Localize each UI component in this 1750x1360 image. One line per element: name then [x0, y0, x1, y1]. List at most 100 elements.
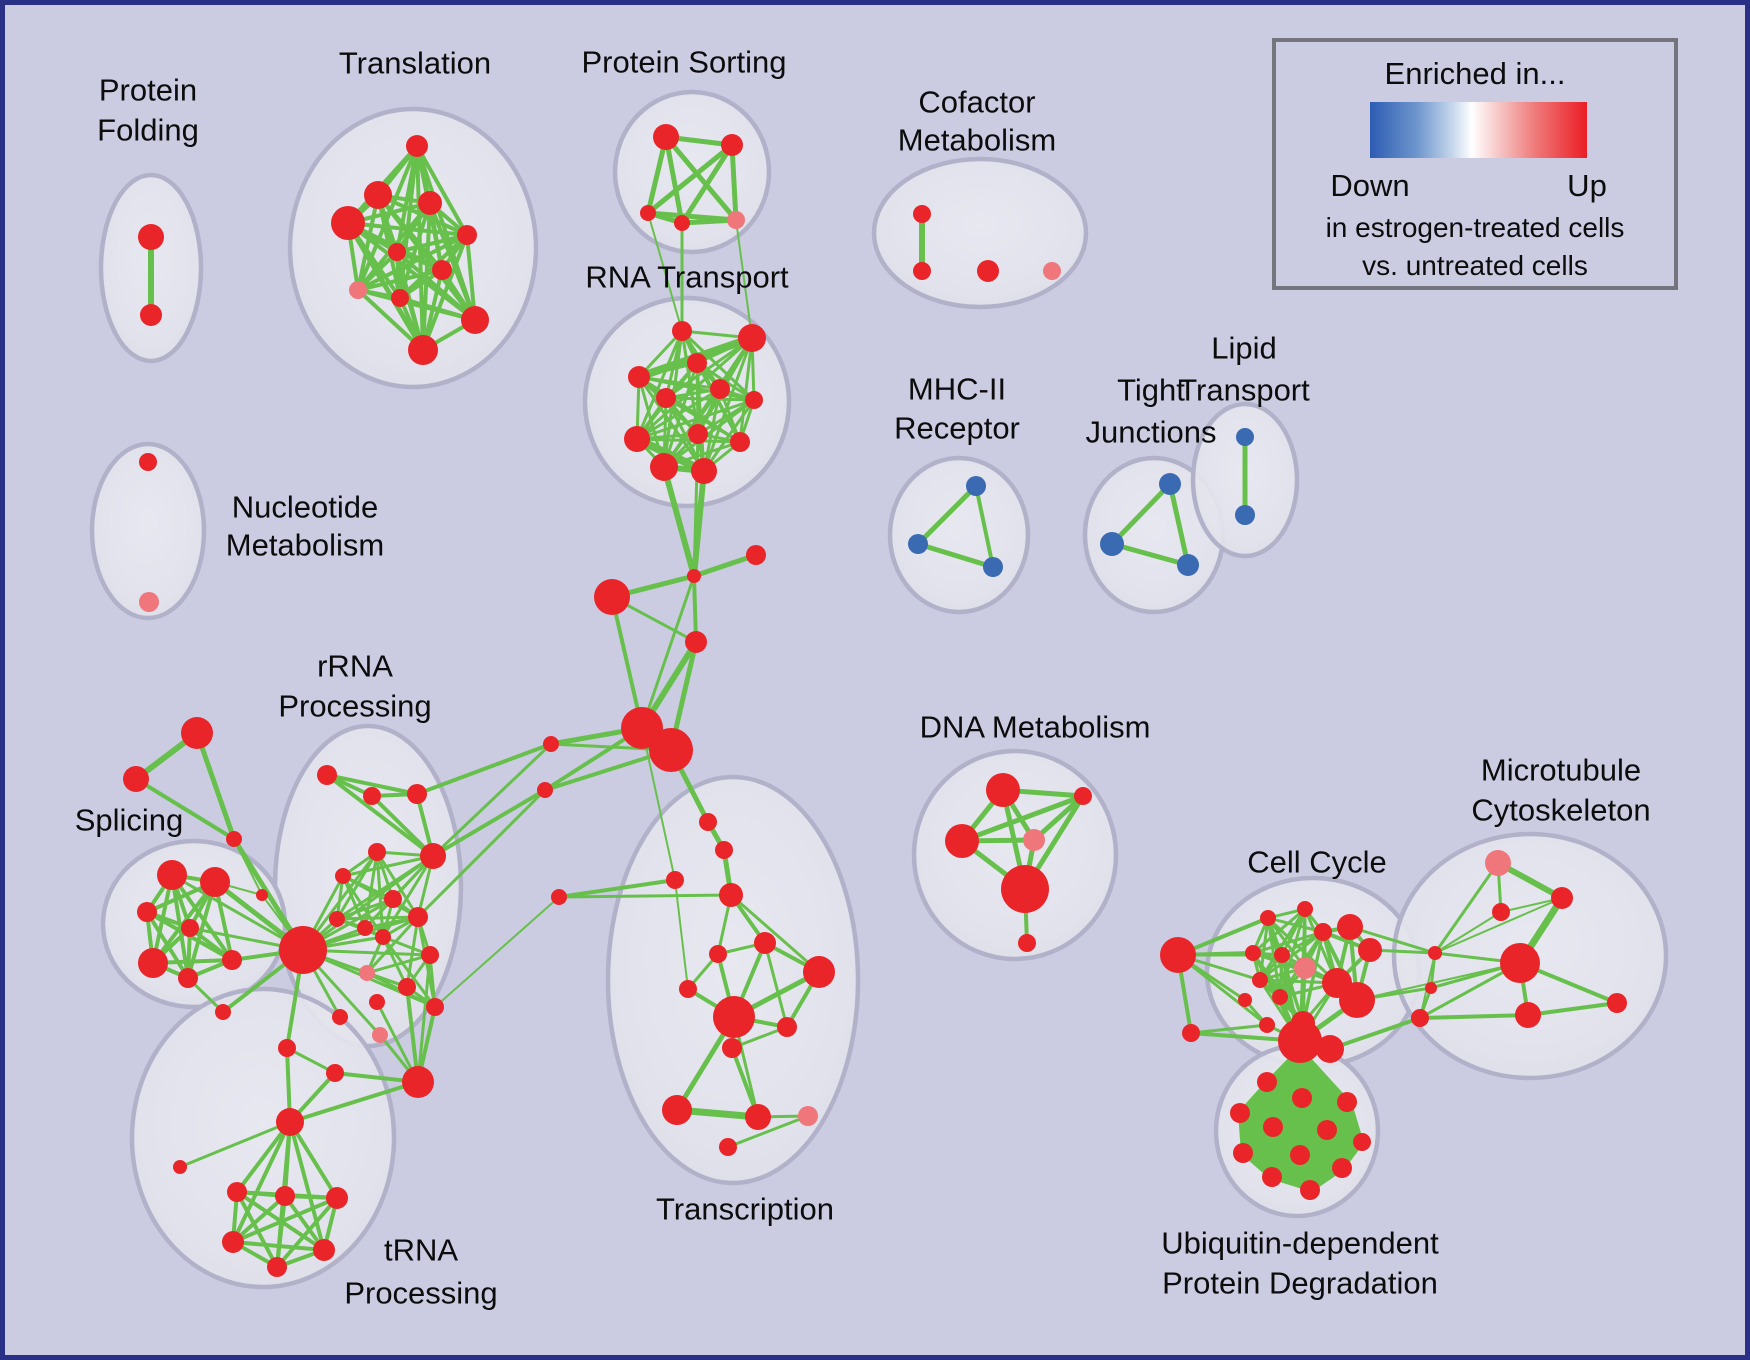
node-mt1[interactable] [1485, 850, 1511, 876]
node-sp5[interactable] [138, 948, 168, 978]
node-ps5[interactable] [727, 211, 745, 229]
node-j2[interactable] [746, 545, 766, 565]
node-sp4[interactable] [181, 919, 199, 937]
node-tj1[interactable] [1159, 473, 1181, 495]
node-rr13[interactable] [426, 998, 444, 1016]
node-rt6[interactable] [656, 388, 676, 408]
node-tc11[interactable] [722, 1038, 742, 1058]
node-tc13[interactable] [745, 1104, 771, 1130]
node-tc9[interactable] [713, 996, 755, 1038]
node-rt8[interactable] [688, 424, 708, 444]
node-rr8[interactable] [329, 911, 345, 927]
node-tr2[interactable] [227, 1182, 247, 1202]
node-t3[interactable] [418, 191, 442, 215]
node-rr10[interactable] [375, 929, 391, 945]
node-j1[interactable] [687, 569, 701, 583]
node-l2[interactable] [537, 782, 553, 798]
node-rr7[interactable] [384, 890, 402, 908]
node-u12[interactable] [1300, 1180, 1320, 1200]
node-ps4[interactable] [674, 215, 690, 231]
node-u10[interactable] [1332, 1158, 1352, 1178]
node-cc9[interactable] [1252, 972, 1268, 988]
node-rr17[interactable] [359, 965, 375, 981]
node-u11[interactable] [1262, 1167, 1282, 1187]
node-u6[interactable] [1317, 1120, 1337, 1140]
node-rr12[interactable] [421, 946, 439, 964]
node-cf4[interactable] [1043, 262, 1061, 280]
node-rt3[interactable] [687, 353, 707, 373]
node-s1[interactable] [551, 889, 567, 905]
node-mt3[interactable] [1492, 903, 1510, 921]
node-tr3[interactable] [275, 1186, 295, 1206]
node-mt2[interactable] [1551, 887, 1573, 909]
node-cc7[interactable] [1274, 947, 1290, 963]
node-rt4[interactable] [628, 366, 650, 388]
node-rr19[interactable] [278, 1039, 296, 1057]
node-sp3[interactable] [137, 902, 157, 922]
node-rr16[interactable] [332, 1009, 348, 1025]
node-t10[interactable] [461, 306, 489, 334]
node-t7[interactable] [432, 260, 452, 280]
node-u8[interactable] [1233, 1143, 1253, 1163]
node-h2[interactable] [649, 728, 693, 772]
node-rr14[interactable] [398, 978, 416, 996]
node-sp2[interactable] [200, 867, 230, 897]
node-ccB[interactable] [1182, 1024, 1200, 1042]
node-tc8[interactable] [803, 956, 835, 988]
node-rt5[interactable] [710, 379, 730, 399]
node-tc6[interactable] [709, 945, 727, 963]
node-tr4[interactable] [326, 1187, 348, 1209]
node-tr6[interactable] [313, 1239, 335, 1261]
node-cc1[interactable] [1260, 910, 1276, 926]
node-rr6[interactable] [420, 843, 446, 869]
node-rt12[interactable] [691, 458, 717, 484]
node-cf3[interactable] [977, 260, 999, 282]
node-cc2[interactable] [1297, 901, 1313, 917]
node-u7[interactable] [1353, 1133, 1371, 1151]
node-tc15[interactable] [719, 1138, 737, 1156]
node-tr1[interactable] [173, 1160, 187, 1174]
node-cc5[interactable] [1358, 938, 1382, 962]
node-rt2[interactable] [738, 324, 766, 352]
node-cc10[interactable] [1238, 993, 1252, 1007]
node-rr11[interactable] [408, 907, 428, 927]
node-ps1[interactable] [653, 124, 679, 150]
node-t8[interactable] [349, 281, 367, 299]
node-ccr1[interactable] [1428, 946, 1442, 960]
node-cc4[interactable] [1337, 914, 1363, 940]
node-u5[interactable] [1263, 1117, 1283, 1137]
node-rr9[interactable] [357, 920, 373, 936]
node-u1[interactable] [1257, 1072, 1277, 1092]
node-cc3[interactable] [1314, 923, 1332, 941]
node-rr15[interactable] [369, 994, 385, 1010]
node-j3[interactable] [594, 579, 630, 615]
node-rr1[interactable] [317, 765, 337, 785]
node-tri3[interactable] [226, 831, 242, 847]
node-mt5[interactable] [1515, 1002, 1541, 1028]
node-m1[interactable] [966, 476, 986, 496]
node-rr22[interactable] [372, 1027, 388, 1043]
node-ccr3[interactable] [1411, 1009, 1429, 1027]
node-tj3[interactable] [1177, 554, 1199, 576]
node-sp7[interactable] [222, 950, 242, 970]
node-ps2[interactable] [721, 134, 743, 156]
node-rr3[interactable] [407, 784, 427, 804]
node-cchub[interactable] [1278, 1019, 1322, 1063]
node-t2[interactable] [364, 181, 392, 209]
node-tr7[interactable] [267, 1257, 287, 1277]
node-tc12[interactable] [662, 1095, 692, 1125]
node-sp8[interactable] [256, 889, 268, 901]
node-tri2[interactable] [123, 766, 149, 792]
node-sp6[interactable] [178, 968, 198, 988]
node-ccL[interactable] [1160, 937, 1196, 973]
node-rt9[interactable] [624, 426, 650, 452]
node-n2[interactable] [139, 592, 159, 612]
node-m3[interactable] [983, 557, 1003, 577]
node-pf2[interactable] [140, 304, 162, 326]
node-rt11[interactable] [650, 453, 678, 481]
node-j4[interactable] [685, 631, 707, 653]
node-sp1[interactable] [157, 860, 187, 890]
node-t11[interactable] [408, 335, 438, 365]
node-cc6[interactable] [1245, 945, 1261, 961]
node-tc5[interactable] [754, 932, 776, 954]
